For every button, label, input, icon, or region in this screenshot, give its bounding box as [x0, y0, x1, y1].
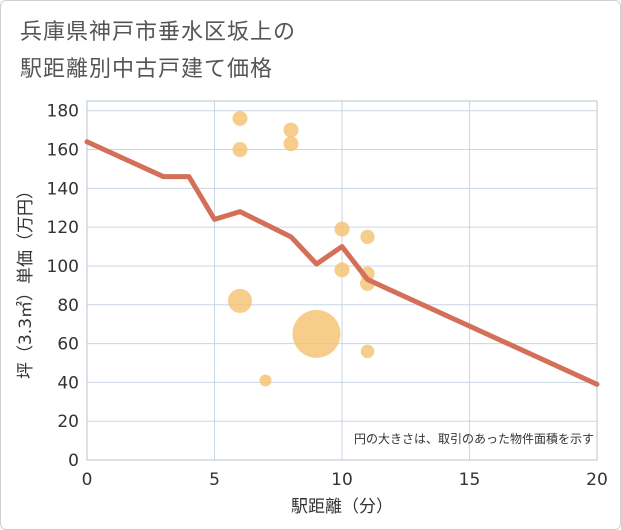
x-axis-label: 駅距離（分）: [291, 497, 393, 517]
bubble-point: [283, 122, 299, 138]
y-tick-label: 20: [57, 412, 79, 432]
bubble-size-note: 円の大きさは、取引のあった物件面積を示す: [354, 431, 594, 446]
plot-area-border: [86, 100, 598, 461]
y-tick-label: 60: [57, 335, 79, 355]
bubble-point: [228, 288, 252, 313]
bubble-point: [334, 262, 350, 278]
y-tick-label: 160: [47, 141, 79, 161]
bubble-point: [360, 344, 375, 359]
bubble-point: [259, 374, 272, 387]
bubble-point: [292, 309, 341, 358]
y-axis-label: 坪（3.3㎡）単価（万円）: [16, 182, 36, 379]
trend-line: [84, 139, 600, 387]
bubble-point: [334, 221, 350, 237]
x-tick-label: 0: [82, 470, 93, 490]
x-tick-label: 5: [209, 470, 220, 490]
tick-labels: 0 20 40 60 80 100 120 140 160 180 0 5 10 15 20: [47, 102, 608, 490]
bubble-point: [360, 229, 375, 244]
grid-lines: [86, 101, 598, 461]
x-tick-label: 20: [586, 470, 608, 490]
y-tick-label: 0: [68, 451, 79, 471]
chart-title-line1: 兵庫県神戸市垂水区坂上の: [20, 20, 297, 45]
chart-title-line2: 駅距離別中古戸建て価格: [20, 57, 274, 82]
x-tick-label: 10: [331, 470, 353, 490]
x-tick-label: 15: [459, 470, 481, 490]
y-tick-label: 40: [57, 373, 79, 393]
y-tick-label: 120: [47, 218, 79, 238]
chart-title: 兵庫県神戸市垂水区坂上の 駅距離別中古戸建て価格: [20, 14, 296, 88]
bubble-point: [232, 110, 248, 126]
y-tick-label: 100: [47, 257, 79, 277]
bubble-point: [283, 136, 299, 152]
y-tick-label: 180: [47, 102, 79, 122]
y-tick-label: 140: [47, 179, 79, 199]
bubble-point: [232, 142, 248, 158]
y-tick-label: 80: [57, 296, 79, 316]
bubbles: [228, 110, 375, 387]
